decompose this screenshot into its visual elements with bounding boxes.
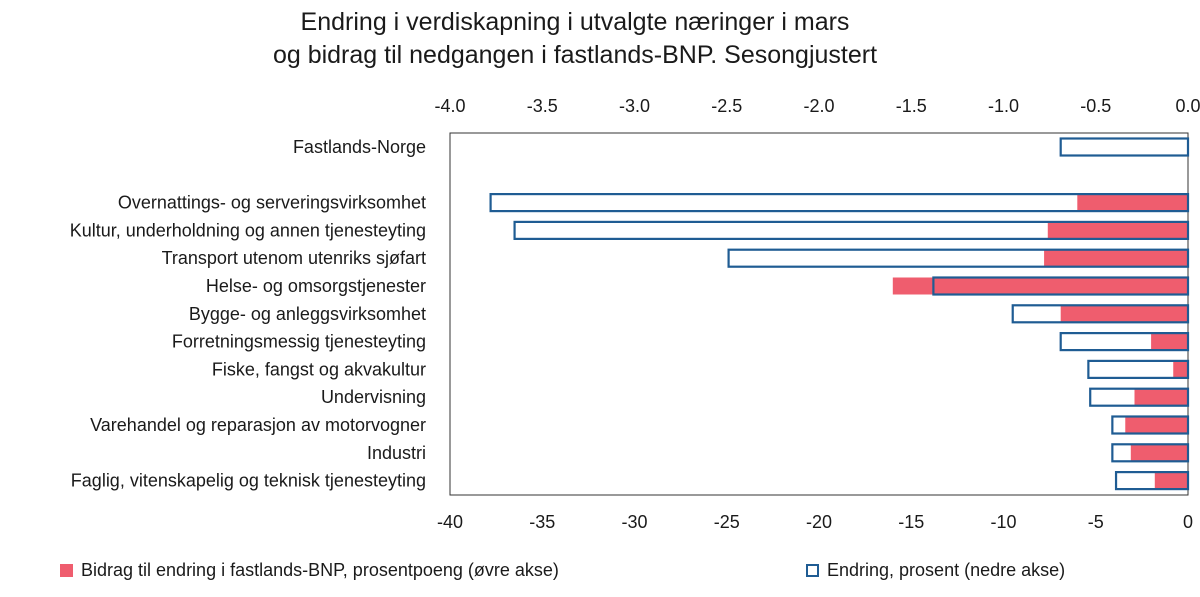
bar-contribution — [1047, 221, 1188, 239]
bottom-axis-tick-label: -40 — [437, 512, 463, 532]
category-label: Bygge- og anleggsvirksomhet — [189, 304, 426, 324]
bar-contribution — [1130, 444, 1188, 462]
bar-change — [1089, 387, 1190, 407]
bottom-axis-tick-label: -10 — [990, 512, 1016, 532]
bar-contribution — [1125, 416, 1188, 434]
category-label: Fiske, fangst og akvakultur — [212, 359, 426, 379]
bar-contribution — [1134, 388, 1188, 406]
top-axis-tick-label: -3.5 — [527, 96, 558, 116]
bar-contribution — [892, 277, 1188, 295]
bottom-axis-tick-label: 0 — [1183, 512, 1193, 532]
bar-change — [1059, 332, 1190, 352]
top-axis-tick-label: -4.0 — [434, 96, 465, 116]
bar-change — [727, 248, 1190, 268]
bar-change — [1111, 415, 1190, 435]
category-label: Helse- og omsorgstjenester — [206, 276, 426, 296]
legend-swatch-outline — [806, 564, 819, 577]
category-label: Transport utenom utenriks sjøfart — [162, 248, 426, 268]
chart-title-line-1: Endring i verdiskapning i utvalgte nærin… — [300, 8, 850, 36]
bottom-axis-tick-label: -20 — [806, 512, 832, 532]
bottom-axis-tick-label: -25 — [714, 512, 740, 532]
legend-label-change: Endring, prosent (nedre akse) — [827, 560, 1066, 580]
top-axis-tick-label: -2.5 — [711, 96, 742, 116]
category-label: Varehandel og reparasjon av motorvogner — [90, 415, 426, 435]
chart-title: Endring i verdiskapning i utvalgte nærin… — [0, 6, 1150, 72]
category-label: Faglig, vitenskapelig og teknisk tjenest… — [71, 471, 426, 491]
legend: Bidrag til endring i fastlands-BNP, pros… — [0, 560, 1200, 584]
bar-change — [932, 276, 1190, 296]
bar-contribution — [1060, 305, 1188, 323]
category-label: Fastlands-Norge — [293, 137, 426, 157]
legend-item-contribution: Bidrag til endring i fastlands-BNP, pros… — [60, 560, 559, 581]
top-axis-tick-label: -1.5 — [896, 96, 927, 116]
bottom-axis-tick-label: -5 — [1088, 512, 1104, 532]
top-axis-tick-label: 0.0 — [1175, 96, 1200, 116]
category-label: Industri — [367, 443, 426, 463]
bar-change — [1059, 137, 1190, 157]
bottom-axis-tick-label: -30 — [621, 512, 647, 532]
top-axis-tick-label: -1.0 — [988, 96, 1019, 116]
bar-change — [1087, 359, 1190, 379]
category-label: Undervisning — [321, 387, 426, 407]
legend-item-change: Endring, prosent (nedre akse) — [806, 560, 1065, 581]
bar-change — [1011, 304, 1190, 324]
bar-change — [489, 193, 1190, 213]
bottom-axis-tick-label: -15 — [898, 512, 924, 532]
category-label: Kultur, underholdning og annen tjenestey… — [70, 220, 426, 240]
bar-contribution — [1154, 472, 1188, 490]
bar-change — [1111, 443, 1190, 463]
bottom-axis-tick-label: -35 — [529, 512, 555, 532]
bar-change — [1114, 471, 1190, 491]
category-label: Overnattings- og serveringsvirksomhet — [118, 193, 426, 213]
category-label: Forretningsmessig tjenesteyting — [172, 332, 426, 352]
bar-contribution — [1151, 333, 1188, 351]
top-axis-tick-label: -3.0 — [619, 96, 650, 116]
top-axis-tick-label: -0.5 — [1080, 96, 1111, 116]
legend-swatch-filled — [60, 564, 73, 577]
bar-contribution — [1044, 249, 1188, 267]
bar-contribution — [1173, 360, 1188, 378]
bar-contribution — [1077, 194, 1188, 212]
legend-label-contribution: Bidrag til endring i fastlands-BNP, pros… — [81, 560, 559, 580]
chart-title-line-2: og bidrag til nedgangen i fastlands-BNP.… — [272, 41, 878, 69]
bar-change — [513, 220, 1190, 240]
top-axis-tick-label: -2.0 — [803, 96, 834, 116]
